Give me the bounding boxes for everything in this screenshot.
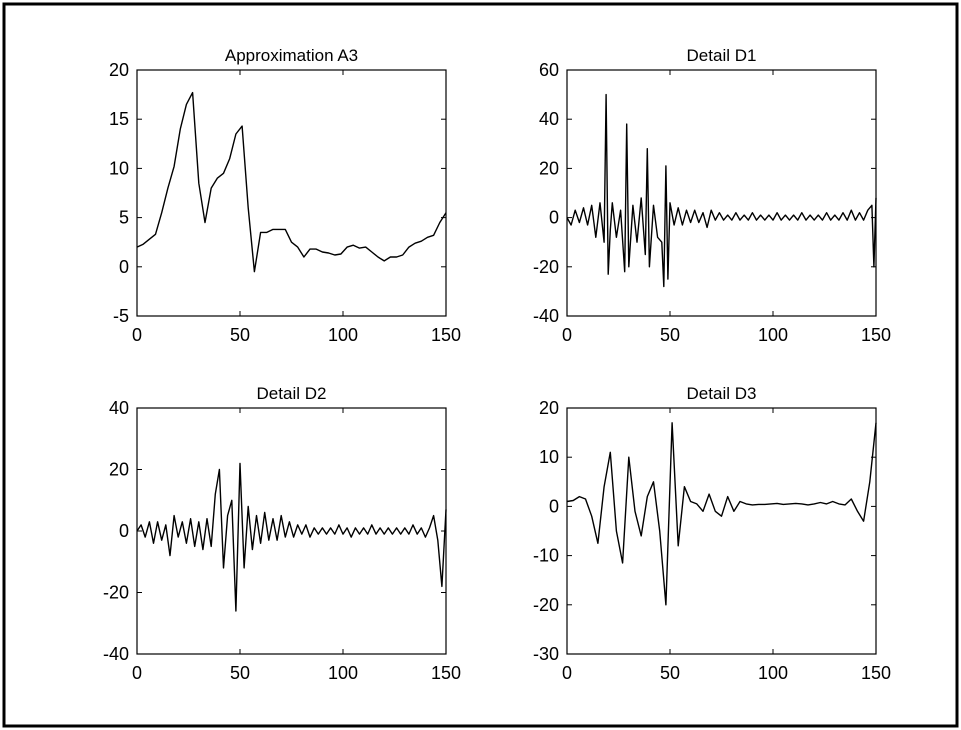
y-tick-label: 20 [539, 398, 559, 418]
series-line [566, 93, 877, 288]
y-tick-label: 0 [119, 521, 129, 541]
y-tick-label: -40 [103, 644, 129, 664]
y-tick-label: 15 [109, 109, 129, 129]
y-tick-label: 20 [539, 158, 559, 178]
y-tick-label: 20 [109, 460, 129, 480]
axes-box [566, 69, 877, 317]
x-tick-label: 100 [328, 663, 358, 683]
y-tick-label: 40 [539, 109, 559, 129]
x-tick-label: 150 [431, 325, 461, 345]
axes-box [566, 407, 877, 655]
y-tick-label: -20 [103, 583, 129, 603]
y-tick-label: 10 [539, 447, 559, 467]
subplot-title: Detail D2 [257, 384, 327, 403]
y-tick-label: -20 [533, 257, 559, 277]
x-tick-label: 0 [132, 663, 142, 683]
y-tick-label: -30 [533, 644, 559, 664]
y-tick-label: 40 [109, 398, 129, 418]
y-tick-label: 0 [549, 496, 559, 516]
x-tick-label: 0 [132, 325, 142, 345]
subplot-3: Detail D2 0 50 100 150 -40 -20 0 20 40 [103, 384, 461, 683]
subplot-title: Detail D3 [687, 384, 757, 403]
y-tick-label: -40 [533, 306, 559, 326]
x-tick-label: 150 [861, 663, 891, 683]
x-tick-label: 0 [562, 325, 572, 345]
y-tick-label: -20 [533, 595, 559, 615]
y-tick-label: 5 [119, 208, 129, 228]
y-tick-label: 20 [109, 60, 129, 80]
y-tick-label: 0 [549, 208, 559, 228]
y-tick-label: 60 [539, 60, 559, 80]
x-tick-label: 100 [758, 325, 788, 345]
axes-box [136, 69, 447, 317]
x-tick-label: 100 [328, 325, 358, 345]
y-tick-label: -5 [113, 306, 129, 326]
x-tick-label: 0 [562, 663, 572, 683]
subplot-4: Detail D3 0 50 100 150 -30 -20 -10 0 10 20 [533, 384, 891, 683]
y-tick-label: 0 [119, 257, 129, 277]
y-tick-label: -10 [533, 546, 559, 566]
x-tick-label: 150 [431, 663, 461, 683]
subplot-2: Detail D1 0 50 100 150 -40 -20 0 20 40 60 [533, 46, 891, 345]
y-tick-label: 10 [109, 158, 129, 178]
x-tick-label: 50 [660, 663, 680, 683]
x-tick-label: 50 [230, 663, 250, 683]
series-line [136, 91, 447, 273]
subplot-title: Detail D1 [687, 46, 757, 65]
x-tick-label: 50 [230, 325, 250, 345]
subplot-title: Approximation A3 [225, 46, 358, 65]
series-line [566, 422, 877, 606]
x-tick-label: 150 [861, 325, 891, 345]
x-tick-label: 50 [660, 325, 680, 345]
x-tick-label: 100 [758, 663, 788, 683]
series-line [136, 462, 447, 612]
